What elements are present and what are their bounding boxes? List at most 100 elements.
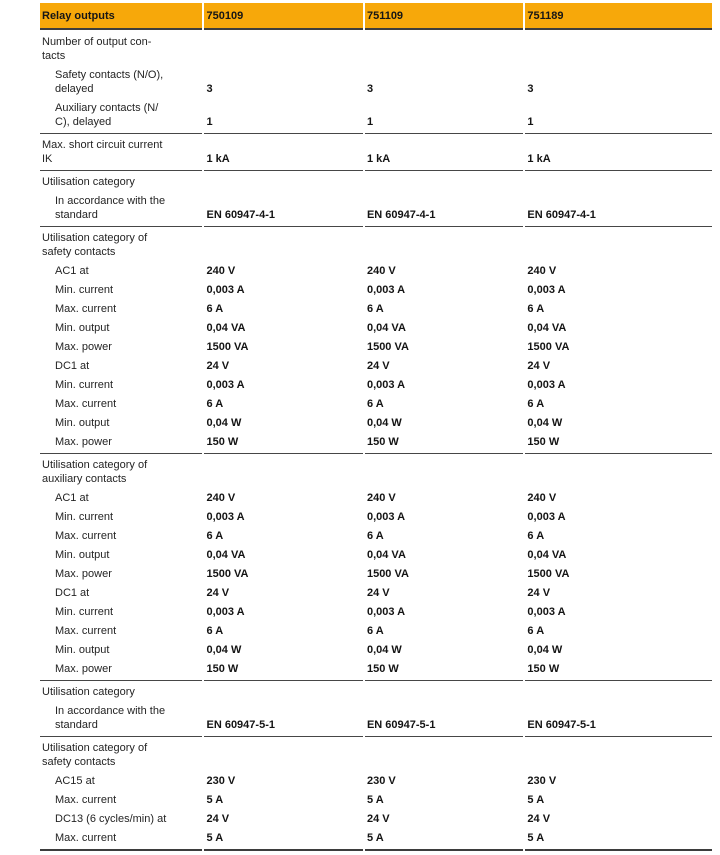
spec-row: Utilisation category — [40, 170, 712, 189]
row-value: 24 V — [206, 587, 230, 599]
spec-row: Min. current 0,003 A 0,003 A 0,003 A — [40, 373, 712, 392]
row-label: Max. power — [55, 663, 112, 675]
row-value: 24 V — [366, 813, 390, 825]
row-value: 1 kA — [204, 133, 363, 170]
row-value: 0,04 W — [366, 417, 402, 429]
row-value: 6 A — [527, 625, 545, 637]
row-value — [525, 680, 712, 699]
row-value: 3 — [206, 83, 213, 95]
row-value — [204, 736, 363, 769]
spec-row: DC1 at 24 V 24 V 24 V — [40, 581, 712, 600]
row-value: 240 V — [206, 265, 236, 277]
row-label: Min. current — [55, 379, 114, 391]
row-label: Safety contacts (N/O), delayed — [55, 69, 164, 95]
row-value: 0,003 A — [366, 379, 406, 391]
row-label: AC1 at — [55, 492, 89, 504]
row-value — [525, 453, 712, 486]
spec-row: AC1 at 240 V 240 V 240 V — [40, 259, 712, 278]
row-value: 0,04 W — [206, 644, 242, 656]
spec-row: Max. current 6 A 6 A 6 A — [40, 392, 712, 411]
row-value — [525, 736, 712, 769]
row-value: 1 kA — [364, 133, 524, 170]
product-column-header-1: 750109 — [204, 3, 363, 30]
row-value: 0,003 A — [527, 284, 566, 296]
row-value: 1500 VA — [366, 341, 409, 353]
spec-row: In accordance with the standard EN 60947… — [40, 189, 712, 226]
row-value — [364, 170, 524, 189]
row-value: EN 60947-4-1 — [206, 209, 275, 221]
spec-row: Min. current 0,003 A 0,003 A 0,003 A — [40, 505, 712, 524]
row-value: 5 A — [525, 826, 712, 851]
row-value: 24 V — [366, 587, 390, 599]
row-value: 1500 VA — [527, 341, 570, 353]
table-head: Relay outputs 750109 751109 751189 — [40, 3, 712, 30]
row-label: Auxiliary contacts (N/ C), delayed — [55, 102, 159, 128]
row-value: 230 V — [527, 775, 557, 787]
row-value: 0,04 VA — [527, 322, 567, 334]
spec-row: AC1 at 240 V 240 V 240 V — [40, 486, 712, 505]
row-value: 0,04 VA — [206, 322, 246, 334]
spec-row: DC13 (6 cycles/min) at 24 V 24 V 24 V — [40, 807, 712, 826]
spec-row: AC15 at 230 V 230 V 230 V — [40, 769, 712, 788]
row-value: 6 A — [366, 625, 384, 637]
spec-row: Max. current 5 A 5 A 5 A — [40, 826, 712, 851]
row-label: Max. short circuit current IK — [40, 133, 203, 170]
row-value — [364, 453, 524, 486]
row-value: 6 A — [206, 303, 224, 315]
row-value: 3 — [366, 83, 374, 95]
table-body: Number of output con- tacts Safety conta… — [40, 30, 712, 851]
row-value: 150 W — [366, 663, 399, 675]
row-label: Max. power — [55, 436, 112, 448]
row-value: 0,04 VA — [206, 549, 246, 561]
row-value: 0,04 W — [527, 644, 563, 656]
row-value: 24 V — [206, 360, 230, 372]
row-value: EN 60947-5-1 — [366, 719, 436, 731]
row-label: DC1 at — [55, 587, 90, 599]
row-value: 240 V — [366, 492, 396, 504]
row-label: Utilisation category — [40, 170, 203, 189]
row-value: 6 A — [366, 530, 384, 542]
spec-row: Min. output 0,04 W 0,04 W 0,04 W — [40, 638, 712, 657]
row-value: 150 W — [206, 436, 239, 448]
row-value: 24 V — [527, 813, 551, 825]
row-value: 6 A — [206, 530, 224, 542]
row-value: 0,04 W — [206, 417, 242, 429]
row-value: 240 V — [527, 265, 557, 277]
row-value: 230 V — [206, 775, 236, 787]
spec-row: Min. output 0,04 VA 0,04 VA 0,04 VA — [40, 543, 712, 562]
row-value: 6 A — [206, 398, 224, 410]
row-value: 24 V — [206, 813, 230, 825]
row-value — [525, 30, 712, 63]
spec-row: Max. power 150 W 150 W 150 W — [40, 430, 712, 453]
row-value: 230 V — [366, 775, 396, 787]
row-label: In accordance with the standard — [55, 195, 166, 221]
spec-row: Auxiliary contacts (N/ C), delayed 1 1 1 — [40, 96, 712, 133]
row-label: Min. output — [55, 644, 110, 656]
row-label: In accordance with the standard — [55, 705, 166, 731]
row-value: 5 A — [206, 794, 224, 806]
row-label: Utilisation category of auxiliary contac… — [40, 453, 203, 486]
row-value: 6 A — [366, 398, 384, 410]
row-value — [525, 170, 712, 189]
row-value — [204, 30, 362, 63]
row-value: 6 A — [527, 398, 545, 410]
spec-row: Max. power 1500 VA 1500 VA 1500 VA — [40, 562, 712, 581]
spec-row: Utilisation category of safety contacts — [40, 736, 712, 769]
row-label: Min. current — [55, 284, 114, 296]
row-label: Utilisation category — [40, 680, 203, 699]
spec-row: Number of output con- tacts — [40, 30, 712, 63]
row-value — [365, 30, 523, 63]
row-label: Number of output con- tacts — [42, 36, 152, 62]
row-value — [364, 680, 524, 699]
row-value: 150 W — [206, 663, 239, 675]
row-value — [204, 680, 363, 699]
row-label: Max. power — [55, 568, 112, 580]
row-value: 0,003 A — [527, 606, 566, 618]
row-value: 0,04 W — [366, 644, 402, 656]
row-value: 1 — [366, 116, 374, 128]
row-value: EN 60947-5-1 — [206, 719, 275, 731]
row-value: 5 A — [204, 826, 363, 851]
row-label: Max. current — [55, 303, 117, 315]
spec-row: Max. power 1500 VA 1500 VA 1500 VA — [40, 335, 712, 354]
spec-row: Max. power 150 W 150 W 150 W — [40, 657, 712, 680]
